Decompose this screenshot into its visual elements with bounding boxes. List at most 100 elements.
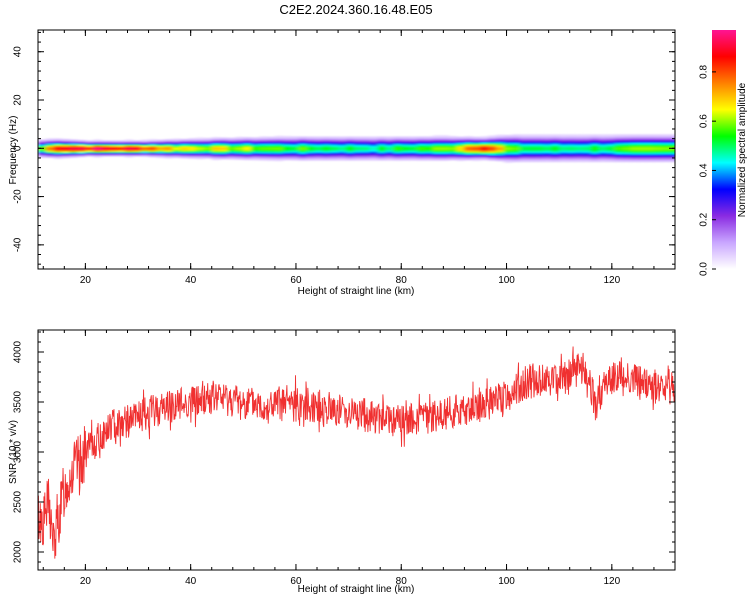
spectrogram-cell — [330, 153, 339, 155]
spectrogram-cell — [456, 158, 466, 160]
spectrogram-cell — [290, 137, 300, 139]
spectrogram-cell — [440, 155, 450, 158]
spectrogram-cell — [385, 147, 394, 149]
spectrogram-cell — [132, 141, 142, 144]
spectrogram-cell — [653, 141, 663, 144]
spectrogram-x-ticks: 20 40 60 80 100 120 — [42, 30, 676, 286]
spectrogram-cell — [653, 155, 663, 158]
spectrogram-cell — [353, 141, 363, 143]
spectrogram-cell — [472, 148, 481, 151]
spectrogram-cell — [140, 145, 150, 148]
spectrogram-cell — [298, 155, 308, 158]
spectrogram-cell — [227, 158, 237, 160]
spectrogram-cell — [338, 154, 347, 157]
spectrogram-cell — [377, 139, 387, 142]
spectrogram-cell — [298, 152, 308, 154]
spectrogram-cell — [409, 142, 418, 144]
spectrogram-cell — [543, 149, 552, 152]
colorbar-ticks: 0.00.20.40.60.8 — [699, 64, 716, 276]
spectrogram-cell — [243, 153, 252, 156]
spectrogram-cell — [543, 135, 552, 137]
spectrogram-cell — [148, 147, 158, 149]
spectrogram-cell — [188, 139, 197, 141]
spectrogram-cell — [156, 148, 165, 150]
spectrogram-cell — [259, 158, 268, 160]
spectrogram-cell — [164, 157, 173, 159]
spectrogram-cell — [298, 139, 308, 142]
spectrogram-cell — [69, 151, 79, 154]
spectrogram-cell — [140, 152, 150, 155]
spectrogram-cell — [274, 145, 284, 147]
spectrogram-cell — [290, 153, 300, 155]
spectrogram-cell — [535, 134, 544, 136]
spectrogram-cell — [69, 140, 79, 143]
spectrogram-cell — [464, 152, 473, 155]
spectrogram-cell — [488, 148, 497, 151]
spectrogram-cell — [85, 151, 94, 153]
spectrogram-cell — [267, 146, 276, 148]
spectrogram-cell — [156, 150, 165, 153]
spectrogram-cell — [219, 139, 229, 142]
spectrogram-cell — [116, 150, 126, 152]
spectrogram-cell — [77, 155, 86, 158]
spectrogram-cell — [448, 140, 458, 143]
spectrogram-cell — [219, 143, 229, 146]
spectrogram-cell — [298, 143, 308, 146]
spectrogram-cell — [638, 158, 647, 160]
spectrogram-cell — [314, 147, 323, 149]
spectrogram-cell — [496, 141, 505, 144]
spectrogram-cell — [638, 143, 647, 146]
spectrogram-cell — [61, 155, 71, 158]
spectrogram-cell — [116, 151, 126, 153]
spectrogram-cell — [282, 137, 292, 139]
spectrogram-cell — [38, 140, 47, 143]
colorbar-tick-label: 0.6 — [699, 114, 710, 128]
spectrogram-cell — [353, 138, 363, 141]
spectrogram-cell — [369, 139, 379, 142]
spectrogram-cell — [464, 150, 473, 153]
spectrogram-cell — [353, 147, 363, 149]
spectrogram-cell — [385, 143, 394, 146]
spectrogram-cell — [669, 160, 675, 163]
spectrogram-cell — [646, 142, 655, 145]
spectrogram-cell — [401, 139, 410, 142]
spectrogram-cell — [653, 157, 663, 159]
spectrogram-cell — [559, 137, 568, 140]
spectrogram-cell — [567, 136, 576, 139]
spectrogram-cell — [661, 159, 671, 162]
spectrogram-cell — [243, 152, 252, 155]
spectrogram-cell — [148, 150, 158, 153]
spectrogram-cell — [488, 157, 497, 159]
spectrogram-cell — [527, 136, 537, 139]
spectrogram-cell — [345, 136, 355, 138]
spectrogram-cell — [661, 136, 671, 139]
spectrogram-cell — [511, 137, 521, 140]
spectrogram-cell — [503, 148, 513, 150]
spectrogram-cell — [590, 136, 600, 139]
spectrogram-cell — [282, 141, 292, 144]
spectrogram-cell — [535, 135, 544, 137]
spectrogram-cell — [630, 134, 639, 136]
spectrogram-cell — [393, 159, 402, 161]
spectrogram-cell — [417, 142, 426, 144]
spectrogram-cell — [527, 135, 537, 137]
spectrogram-cell — [417, 136, 426, 138]
spectrogram-cell — [638, 147, 647, 150]
spectrogram-cell — [385, 153, 394, 155]
spectrogram-cell — [282, 149, 292, 151]
spectrogram-cell — [156, 151, 165, 154]
spectrogram-cell — [622, 160, 631, 163]
spectrogram-cell — [267, 158, 276, 160]
spectrogram-cell — [148, 142, 158, 145]
spectrogram-cell — [109, 142, 118, 145]
spectrogram-cell — [377, 136, 387, 138]
spectrogram-cell — [511, 157, 521, 159]
spectrogram-cell — [290, 159, 300, 161]
spectrogram-cell — [53, 144, 63, 146]
spectrogram-cell — [614, 146, 623, 148]
spectrogram-cell — [511, 141, 521, 144]
spectrogram-cell — [614, 147, 623, 150]
spectrogram-cell — [259, 148, 268, 150]
spectrogram-cell — [77, 149, 86, 152]
spectrogram-cell — [235, 146, 244, 148]
